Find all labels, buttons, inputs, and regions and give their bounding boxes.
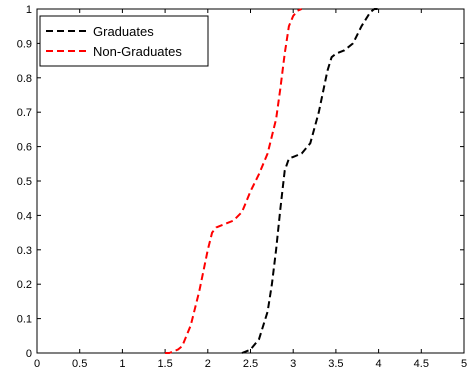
- y-tick-label: 0.4: [17, 210, 32, 222]
- x-tick-label: 2.5: [243, 358, 258, 370]
- y-tick-label: 0.3: [17, 245, 32, 257]
- x-tick-label: 1: [119, 358, 125, 370]
- series-lines: [165, 8, 379, 354]
- series-line-non-graduates: [165, 8, 303, 354]
- axis-ticks: [36, 8, 465, 354]
- y-tick-label: 0.7: [17, 107, 32, 119]
- x-tick-label: 4: [376, 358, 382, 370]
- legend: Graduates Non-Graduates: [39, 15, 209, 67]
- x-tick-label: 2: [205, 358, 211, 370]
- x-tick-label: 0.5: [72, 358, 87, 370]
- y-tick-label: 0.6: [17, 142, 32, 154]
- series-line-graduates: [241, 8, 379, 354]
- x-tick-label: 4.5: [414, 358, 429, 370]
- x-tick-label: 3: [290, 358, 296, 370]
- y-tick-label: 1: [26, 4, 32, 16]
- y-tick-label: 0.1: [17, 314, 32, 326]
- y-tick-label: 0.2: [17, 279, 32, 291]
- y-tick-label: 0: [26, 348, 32, 360]
- y-tick-label: 0.5: [17, 176, 32, 188]
- legend-label-non-graduates: Non-Graduates: [93, 44, 182, 59]
- y-tick-label: 0.9: [17, 38, 32, 50]
- axis-tick-labels: 0 0.5 1 1.5 2 2.5 3 3.5 4 4.5 5 0 0.1 0.2 0.3 0.4 0.5 0.6…: [17, 4, 467, 370]
- x-tick-label: 0: [34, 358, 40, 370]
- x-tick-label: 3.5: [328, 358, 343, 370]
- x-tick-label: 5: [461, 358, 467, 370]
- x-tick-label: 1.5: [157, 358, 172, 370]
- legend-label-graduates: Graduates: [93, 24, 154, 39]
- y-tick-label: 0.8: [17, 73, 32, 85]
- legend-box: [39, 15, 209, 67]
